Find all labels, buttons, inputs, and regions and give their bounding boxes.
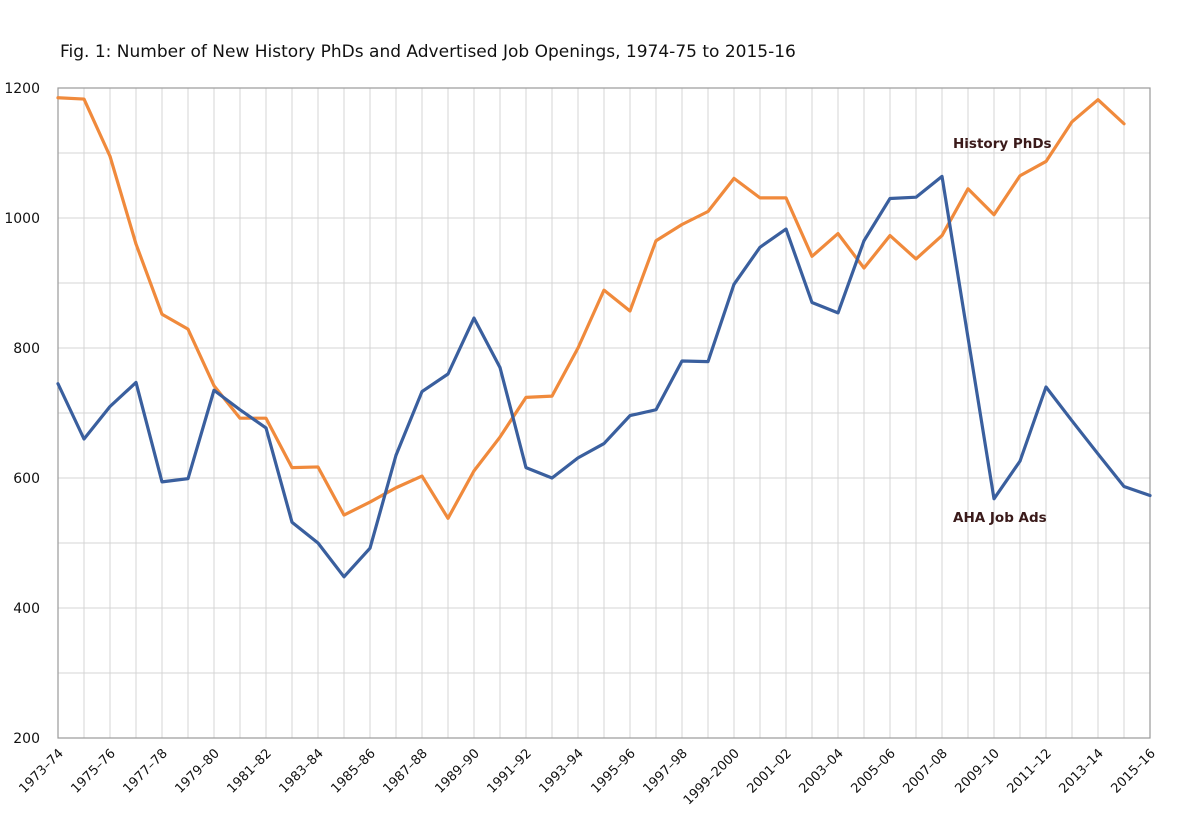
x-tick-label: 1983–84 (277, 746, 327, 796)
series-line-aha-job-ads (56, 174, 1152, 579)
x-tick-label: 1989–90 (433, 746, 483, 796)
x-tick-label: 2009–10 (953, 746, 1003, 796)
series-labels: History PhDs AHA Job Ads (953, 136, 1052, 526)
y-tick-label: 1200 (4, 81, 40, 97)
x-tick-label: 1977–78 (121, 746, 171, 796)
plot-border (57, 87, 1151, 739)
x-tick-label: 2001–02 (745, 746, 795, 796)
plot-frame (57, 87, 1151, 739)
y-tick-label: 600 (13, 471, 40, 487)
x-tick-label: 1981–82 (225, 746, 275, 796)
x-tick-label: 1987–88 (381, 746, 431, 796)
y-tick-label: 800 (13, 341, 40, 357)
aha-job-ads-label: AHA Job Ads (953, 510, 1047, 526)
x-tick-label: 2011–12 (1005, 746, 1055, 796)
x-tick-label: 1995–96 (589, 746, 639, 796)
y-axis-ticks: 200 400 600 800 1000 1200 (4, 81, 40, 747)
x-tick-label: 1991–92 (485, 746, 535, 796)
x-tick-label: 1999–2000 (681, 746, 743, 808)
history-phds-label: History PhDs (953, 136, 1052, 152)
x-tick-label: 1997–98 (641, 746, 691, 796)
x-tick-label: 1973–74 (17, 746, 67, 796)
x-tick-label: 1979–80 (173, 746, 223, 796)
x-tick-label: 2003–04 (797, 746, 847, 796)
x-axis-ticks: 1973–74 1975–76 1977–78 1979–80 1981–82 1983–… (17, 746, 1159, 808)
x-tick-label: 2013–14 (1057, 746, 1107, 796)
chart-title: Fig. 1: Number of New History PhDs and A… (60, 42, 796, 62)
x-tick-label: 1985–86 (329, 746, 379, 796)
series-line-history-phds (56, 96, 1126, 520)
y-tick-label: 400 (13, 601, 40, 617)
series-lines (56, 96, 1152, 579)
grid-lines (57, 87, 1151, 739)
x-tick-label: 2007–08 (901, 746, 951, 796)
x-tick-label: 1975–76 (69, 746, 119, 796)
x-tick-label: 1993–94 (537, 746, 587, 796)
x-tick-label: 2015–16 (1109, 746, 1159, 796)
y-tick-label: 1000 (4, 211, 40, 227)
y-tick-label: 200 (13, 731, 40, 747)
x-tick-label: 2005–06 (849, 746, 899, 796)
